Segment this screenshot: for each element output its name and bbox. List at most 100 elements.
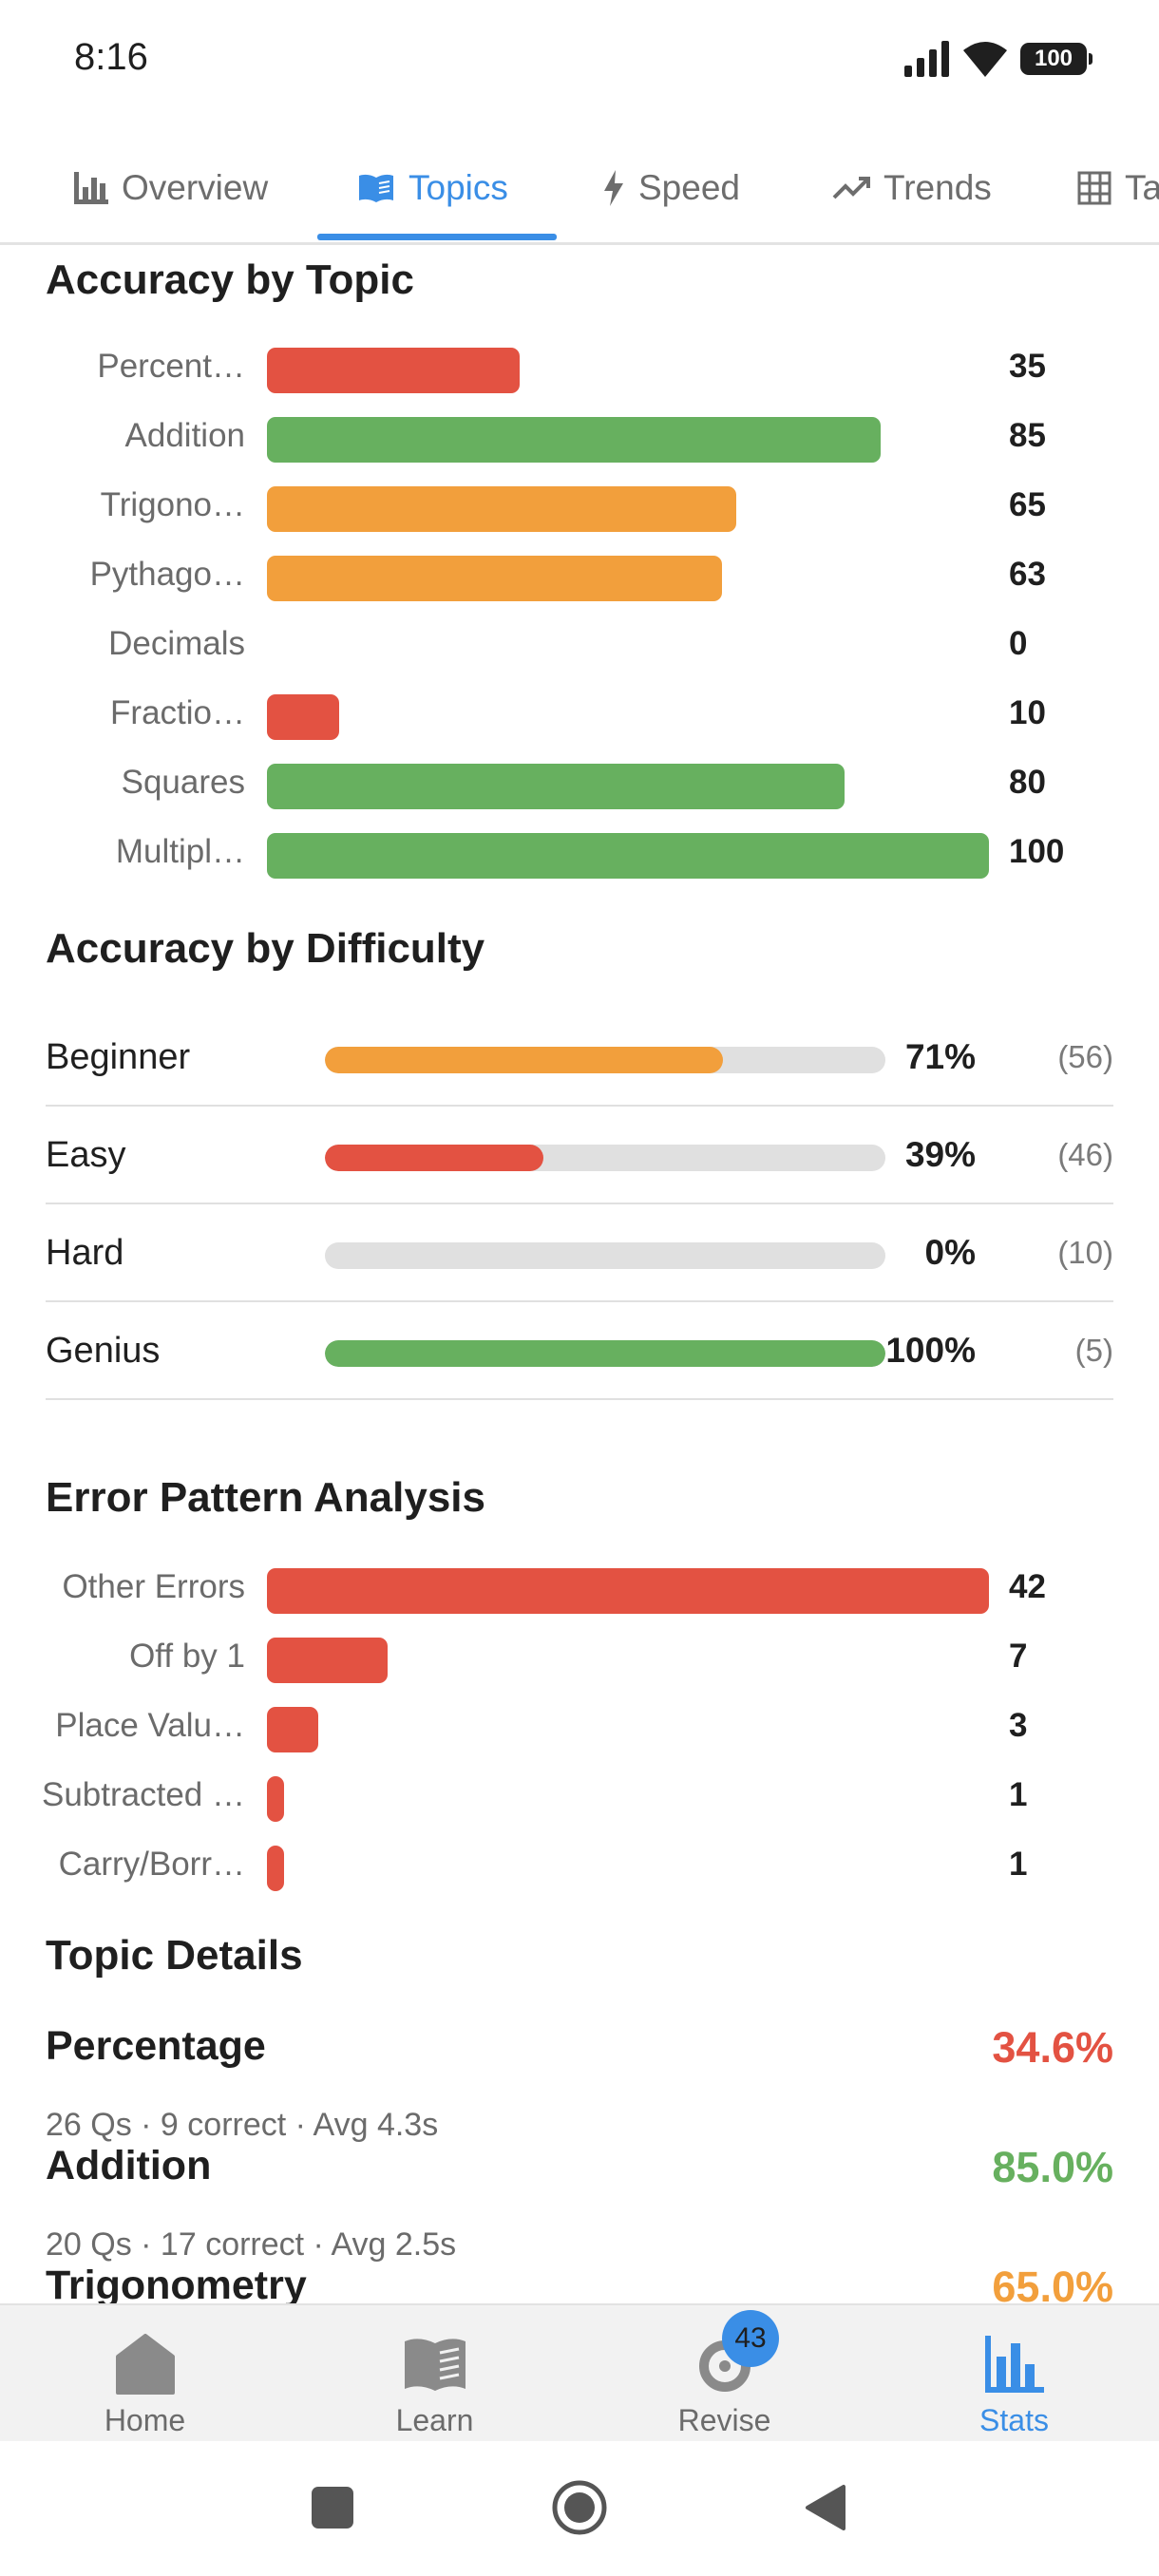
topic-bar-label: Fractio…	[110, 694, 245, 731]
topic-detail-item[interactable]: Addition 85.0% 20 Qs · 17 correct · Avg …	[46, 2143, 1113, 2263]
topic-detail-name: Addition	[46, 2143, 212, 2188]
topic-detail-percent: 85.0%	[992, 2143, 1113, 2191]
difficulty-percent: 0%	[924, 1233, 976, 1272]
error-bar-row: Carry/Borr… 1	[0, 1834, 1159, 1904]
tab-bar: Overview Topics Speed Trends Table	[0, 133, 1159, 245]
topic-detail-name: Trigonometry	[46, 2263, 307, 2303]
signal-icon	[904, 41, 949, 77]
topic-detail-item[interactable]: Percentage 34.6% 26 Qs · 9 correct · Avg…	[46, 2023, 1113, 2143]
error-bar-row: Off by 1 7	[0, 1626, 1159, 1695]
topic-bar-row: Trigono… 65	[0, 475, 1159, 544]
difficulty-row: Hard 0% (10)	[46, 1204, 1113, 1302]
tab-topics[interactable]: Topics	[357, 133, 508, 242]
active-tab-indicator	[317, 234, 557, 240]
difficulty-progress-fill	[325, 1340, 885, 1367]
difficulty-percent: 100%	[885, 1331, 976, 1370]
battery-icon: 100	[1020, 43, 1092, 75]
error-bar-row: Subtracted … 1	[0, 1765, 1159, 1834]
recent-apps-button[interactable]	[304, 2479, 361, 2536]
nav-stats[interactable]: Stats	[869, 2305, 1159, 2443]
topic-bar	[267, 348, 520, 393]
topic-bar-label: Multipl…	[115, 833, 245, 870]
square-icon	[312, 2487, 353, 2529]
difficulty-label: Hard	[46, 1233, 124, 1273]
topic-bar	[267, 417, 881, 463]
topic-details-title: Topic Details	[46, 1932, 303, 1979]
status-icons: 100	[904, 38, 1092, 80]
nav-label: Home	[104, 2403, 186, 2437]
topic-detail-item[interactable]: Trigonometry 65.0%	[46, 2263, 1113, 2303]
error-bar	[267, 1707, 319, 1752]
difficulty-percent: 71%	[904, 1037, 976, 1076]
difficulty-percent: 39%	[904, 1135, 976, 1174]
topic-bar-value: 100	[1009, 833, 1065, 870]
difficulty-count: (46)	[1057, 1137, 1113, 1172]
topic-bar	[267, 486, 736, 532]
error-bar-label: Carry/Borr…	[58, 1846, 245, 1883]
topic-detail-percent: 65.0%	[992, 2263, 1113, 2303]
topic-bar-value: 0	[1009, 625, 1028, 662]
bolt-icon	[604, 169, 623, 206]
difficulty-count: (56)	[1057, 1039, 1113, 1074]
tab-table[interactable]: Table	[1077, 133, 1159, 242]
accuracy-by-topic-title: Accuracy by Topic	[46, 256, 414, 303]
error-bar-value: 3	[1009, 1707, 1028, 1744]
difficulty-progress-fill	[325, 1145, 544, 1171]
tab-label: Overview	[122, 167, 269, 207]
topic-bar-value: 10	[1009, 694, 1046, 731]
error-bar-row: Place Valu… 3	[0, 1695, 1159, 1765]
topic-bar	[267, 556, 722, 601]
nav-label: Revise	[677, 2403, 771, 2437]
circle-icon	[552, 2480, 607, 2535]
difficulty-progress-track	[325, 1145, 885, 1171]
tab-speed[interactable]: Speed	[602, 133, 740, 242]
topic-bar-row: Percent… 35	[0, 336, 1159, 406]
topic-bar-label: Decimals	[108, 625, 245, 662]
topic-bar-row: Fractio… 10	[0, 683, 1159, 752]
topic-bar-value: 35	[1009, 348, 1046, 385]
error-bar	[267, 1638, 388, 1683]
difficulty-row: Beginner 71% (56)	[46, 1009, 1113, 1107]
back-button[interactable]	[798, 2479, 855, 2536]
stats-icon	[984, 2336, 1044, 2393]
home-icon	[115, 2334, 175, 2395]
difficulty-count: (5)	[1074, 1333, 1113, 1368]
difficulty-progress-track	[325, 1242, 885, 1269]
status-time: 8:16	[74, 36, 148, 78]
difficulty-row: Genius 100% (5)	[46, 1302, 1113, 1400]
wifi-icon	[963, 42, 1007, 77]
topic-bar-row: Pythago… 63	[0, 544, 1159, 614]
topic-bar-row: Multipl… 100	[0, 822, 1159, 891]
book-open-icon	[404, 2339, 466, 2391]
nav-home[interactable]: Home	[0, 2305, 290, 2443]
tab-trends[interactable]: Trends	[832, 133, 992, 242]
topic-bar-value: 80	[1009, 764, 1046, 801]
topic-detail-name: Percentage	[46, 2023, 266, 2069]
topic-bar	[267, 764, 845, 809]
nav-label: Stats	[979, 2403, 1049, 2437]
book-icon	[359, 174, 393, 202]
tab-overview[interactable]: Overview	[74, 133, 268, 242]
error-bar-label: Subtracted …	[42, 1776, 245, 1813]
topic-bar-value: 65	[1009, 486, 1046, 523]
topic-bar-row: Decimals 0	[0, 614, 1159, 683]
nav-learn[interactable]: Learn	[290, 2305, 580, 2443]
error-bar-label: Other Errors	[62, 1568, 245, 1605]
grid-icon	[1077, 171, 1112, 204]
system-navigation	[0, 2441, 1159, 2576]
accuracy-by-difficulty-title: Accuracy by Difficulty	[46, 925, 485, 972]
home-system-button[interactable]	[551, 2479, 608, 2536]
difficulty-label: Beginner	[46, 1037, 191, 1077]
topic-bar	[267, 694, 339, 740]
stats-content[interactable]: Accuracy by Topic Percent… 35 Addition 8…	[0, 245, 1159, 2303]
error-pattern-title: Error Pattern Analysis	[46, 1474, 485, 1521]
tab-label: Trends	[884, 167, 992, 207]
error-bar	[267, 1776, 285, 1822]
topic-bar-label: Addition	[124, 417, 245, 454]
tab-label: Topics	[408, 167, 508, 207]
error-bar	[267, 1846, 285, 1891]
topic-bar-value: 85	[1009, 417, 1046, 454]
difficulty-row: Easy 39% (46)	[46, 1107, 1113, 1204]
tab-label: Table	[1125, 167, 1159, 207]
revise-badge: 43	[722, 2310, 779, 2367]
